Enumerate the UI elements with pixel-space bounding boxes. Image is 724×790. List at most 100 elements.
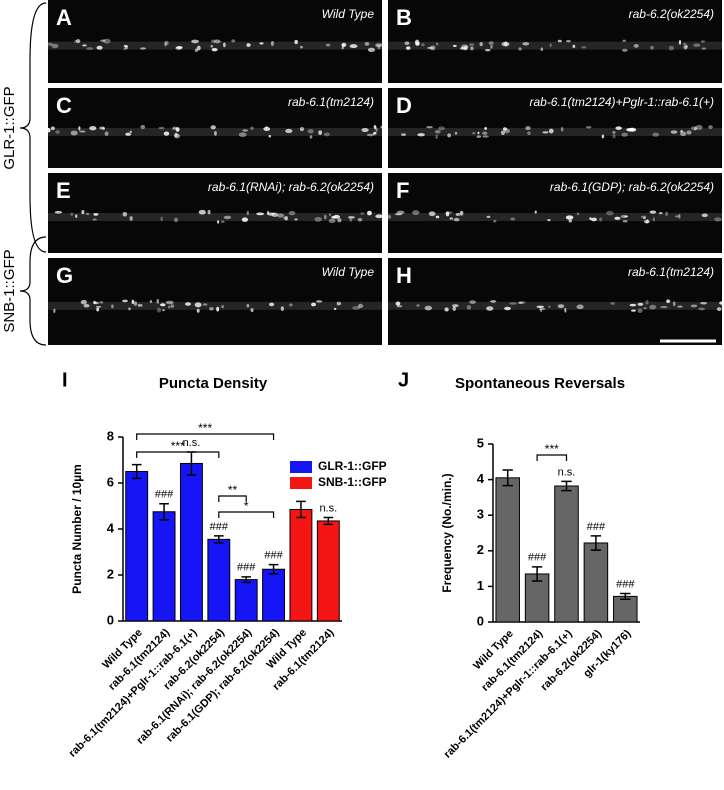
puncta	[242, 129, 249, 132]
puncta	[416, 304, 420, 307]
puncta	[164, 41, 167, 47]
significance: ###	[155, 489, 174, 501]
puncta	[477, 131, 480, 135]
puncta	[221, 305, 225, 309]
puncta	[93, 301, 99, 305]
puncta	[510, 217, 515, 221]
puncta	[165, 300, 174, 305]
puncta	[95, 305, 102, 308]
puncta	[137, 303, 143, 307]
panel-letter: J	[398, 369, 409, 391]
puncta	[589, 217, 592, 221]
puncta	[250, 308, 254, 312]
puncta	[50, 126, 55, 131]
comparison-label: *	[244, 499, 249, 513]
brace	[19, 2, 47, 253]
puncta	[396, 305, 403, 308]
puncta	[549, 43, 552, 48]
puncta	[642, 216, 646, 220]
puncta	[75, 214, 78, 219]
puncta	[658, 212, 663, 215]
comparison-label: ***	[171, 439, 185, 453]
y-tick-label: 0	[477, 613, 484, 628]
puncta	[405, 46, 411, 50]
puncta	[482, 135, 489, 138]
y-tick-label: 8	[107, 428, 114, 443]
puncta	[500, 130, 505, 136]
y-tick-label: 4	[477, 471, 485, 486]
significance: ###	[587, 521, 606, 533]
puncta	[129, 130, 133, 134]
puncta	[686, 130, 692, 135]
comparison-bracket	[218, 495, 247, 502]
puncta	[452, 306, 456, 312]
puncta	[309, 135, 313, 139]
puncta	[502, 127, 507, 131]
puncta	[194, 302, 202, 308]
puncta	[347, 215, 355, 219]
puncta	[100, 39, 106, 42]
legend-swatch	[290, 477, 312, 489]
puncta	[466, 304, 472, 310]
puncta	[452, 44, 457, 47]
panel-letter: A	[56, 5, 72, 30]
puncta	[367, 47, 376, 53]
puncta	[128, 307, 131, 311]
puncta	[210, 125, 216, 130]
puncta	[599, 217, 603, 222]
puncta	[629, 303, 637, 307]
puncta	[294, 39, 298, 45]
puncta	[96, 307, 100, 312]
puncta	[53, 308, 56, 314]
puncta	[367, 210, 372, 216]
puncta	[196, 308, 200, 313]
puncta	[364, 42, 370, 46]
puncta	[601, 134, 605, 139]
puncta	[167, 305, 171, 309]
error-bar	[131, 463, 142, 480]
puncta	[576, 304, 584, 310]
puncta	[299, 127, 304, 132]
puncta	[300, 45, 303, 49]
significance: n.s.	[319, 502, 337, 514]
puncta	[615, 126, 622, 130]
puncta	[263, 126, 271, 132]
puncta	[92, 218, 97, 221]
puncta	[678, 214, 681, 219]
puncta	[395, 301, 401, 306]
puncta	[542, 131, 549, 134]
bar	[613, 595, 638, 623]
y-axis-title: Frequency (No./min.)	[440, 473, 454, 592]
error-bar	[561, 480, 572, 492]
puncta	[360, 212, 365, 215]
puncta	[246, 43, 251, 47]
puncta	[621, 48, 628, 52]
puncta	[668, 45, 675, 51]
y-tick-label: 4	[107, 520, 115, 535]
error-bar	[531, 566, 543, 582]
puncta	[429, 45, 436, 51]
puncta	[566, 39, 571, 43]
bar	[152, 511, 176, 622]
puncta	[643, 307, 647, 310]
puncta	[289, 303, 293, 307]
puncta	[241, 217, 249, 222]
puncta	[79, 130, 86, 133]
puncta	[672, 301, 676, 307]
puncta	[285, 128, 293, 134]
y-tick-label: 6	[107, 474, 114, 489]
puncta	[246, 210, 249, 216]
puncta	[54, 210, 63, 214]
puncta	[695, 124, 703, 130]
puncta	[213, 130, 217, 136]
puncta	[380, 125, 383, 129]
puncta	[539, 308, 543, 313]
neurite	[48, 213, 382, 221]
puncta	[520, 301, 526, 304]
panel-letter: B	[396, 5, 412, 30]
panel-label: rab-6.1(tm2124)	[628, 265, 714, 279]
puncta	[666, 300, 669, 304]
puncta	[81, 210, 85, 215]
puncta	[174, 132, 178, 138]
